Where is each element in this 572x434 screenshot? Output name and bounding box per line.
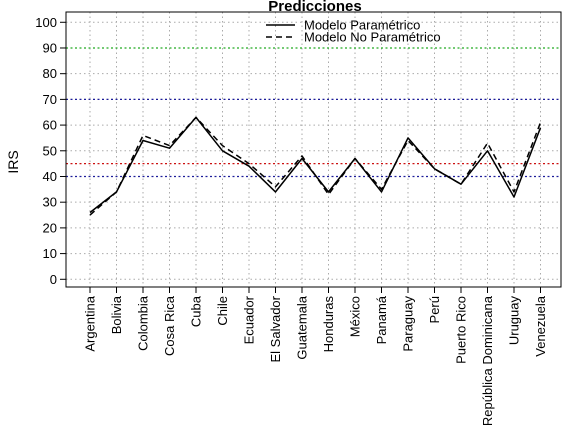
x-tick-label: México (348, 296, 363, 337)
y-tick-label: 90 (43, 40, 57, 55)
y-axis: 0 10 20 30 40 50 60 70 80 90 100 (35, 15, 67, 287)
x-tick-label: Colombia (136, 295, 151, 351)
y-tick-label: 50 (43, 143, 57, 158)
y-tick-label: 70 (43, 92, 57, 107)
y-tick-label: 60 (43, 118, 57, 133)
y-tick-label: 0 (50, 272, 57, 287)
x-tick-label: Uruguay (507, 296, 522, 346)
x-tick-label: Guatemala (295, 295, 310, 359)
chart-title: Predicciones (268, 0, 361, 15)
x-tick-label: Puerto Rico (454, 296, 469, 364)
x-tick-label: Bolivia (109, 295, 124, 334)
x-tick-label: Panamá (374, 295, 389, 344)
x-tick-label: Argentina (83, 295, 98, 351)
x-tick-label: Venezuela (533, 295, 548, 356)
legend-label: Modelo Paramétrico (304, 18, 420, 33)
x-tick-label: El Salvador (268, 295, 283, 362)
series-lines (89, 116, 542, 216)
x-tick-label: República Dominicana (480, 295, 495, 426)
series-line-2 (89, 116, 542, 216)
x-axis: Argentina Bolivia Colombia Cosa Rica Cuba Chi… (83, 286, 548, 426)
y-tick-label: 100 (35, 15, 57, 30)
grid (66, 12, 561, 287)
x-tick-label: Cuba (189, 295, 204, 327)
y-axis-title: IRS (5, 150, 21, 173)
y-tick-label: 40 (43, 169, 57, 184)
reference-lines (66, 47, 561, 178)
x-tick-label: Paraguay (401, 296, 416, 352)
legend-label: Modelo No Paramétrico (304, 30, 441, 45)
y-tick-label: 30 (43, 195, 57, 210)
x-tick-label: Honduras (321, 296, 336, 353)
y-tick-label: 80 (43, 66, 57, 81)
x-tick-label: Cosa Rica (162, 295, 177, 356)
x-tick-label: Chile (215, 296, 230, 326)
x-tick-label: Perú (427, 296, 442, 323)
y-tick-label: 20 (43, 220, 57, 235)
y-tick-label: 10 (43, 246, 57, 261)
plot-border (65, 11, 562, 288)
x-tick-label: Ecuador (242, 295, 257, 344)
